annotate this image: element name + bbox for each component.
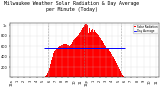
Bar [49,68,50,77]
Bar [46,75,47,77]
Bar [97,34,98,77]
Bar [67,45,68,77]
Bar [51,60,52,77]
Bar [78,35,79,77]
Bar [57,48,58,77]
Bar [54,51,55,77]
Bar [73,40,74,77]
Bar [95,31,96,77]
Bar [81,30,82,77]
Bar [72,42,73,77]
Bar [118,67,119,77]
Bar [110,52,111,77]
Bar [59,46,60,77]
Bar [111,54,112,77]
Bar [103,43,104,77]
Text: Milwaukee Weather Solar Radiation & Day Average per Minute (Today): Milwaukee Weather Solar Radiation & Day … [4,1,140,12]
Bar [71,44,72,77]
Bar [84,25,85,77]
Legend: Solar Radiation, Day Average: Solar Radiation, Day Average [133,24,158,33]
Bar [93,31,94,77]
Bar [91,30,92,77]
Bar [47,73,48,77]
Bar [75,38,76,77]
Bar [112,56,113,77]
Bar [90,32,91,77]
Bar [106,48,108,77]
Bar [96,33,97,77]
Bar [64,44,66,77]
Bar [87,25,88,77]
Bar [123,76,124,77]
Bar [48,71,49,77]
Bar [62,45,64,77]
Bar [114,59,115,77]
Bar [92,29,93,77]
Bar [58,47,59,77]
Bar [45,76,46,77]
Bar [69,46,70,77]
Bar [60,46,61,77]
Bar [121,73,122,77]
Bar [99,37,100,77]
Bar [100,38,101,77]
Bar [89,28,90,77]
Bar [102,41,103,77]
Bar [113,57,114,77]
Bar [79,33,80,77]
Bar [55,50,56,77]
Bar [98,35,99,77]
Bar [88,33,89,77]
Bar [77,36,78,77]
Bar [56,49,57,77]
Bar [116,63,117,77]
Bar [108,51,110,77]
Bar [68,45,69,77]
Bar [117,65,118,77]
Bar [85,24,87,77]
Bar [53,53,54,77]
Bar [50,64,51,77]
Bar [105,46,106,77]
Bar [61,45,62,77]
Bar [82,28,83,77]
Bar [83,27,84,77]
Bar [115,61,116,77]
Bar [119,69,120,77]
Bar [94,30,95,77]
Bar [122,75,123,77]
Bar [104,45,105,77]
Bar [120,71,121,77]
Bar [52,57,53,77]
Bar [76,37,77,77]
Bar [70,45,71,77]
Bar [80,31,81,77]
Bar [101,40,102,77]
Bar [74,39,75,77]
Bar [66,44,67,77]
